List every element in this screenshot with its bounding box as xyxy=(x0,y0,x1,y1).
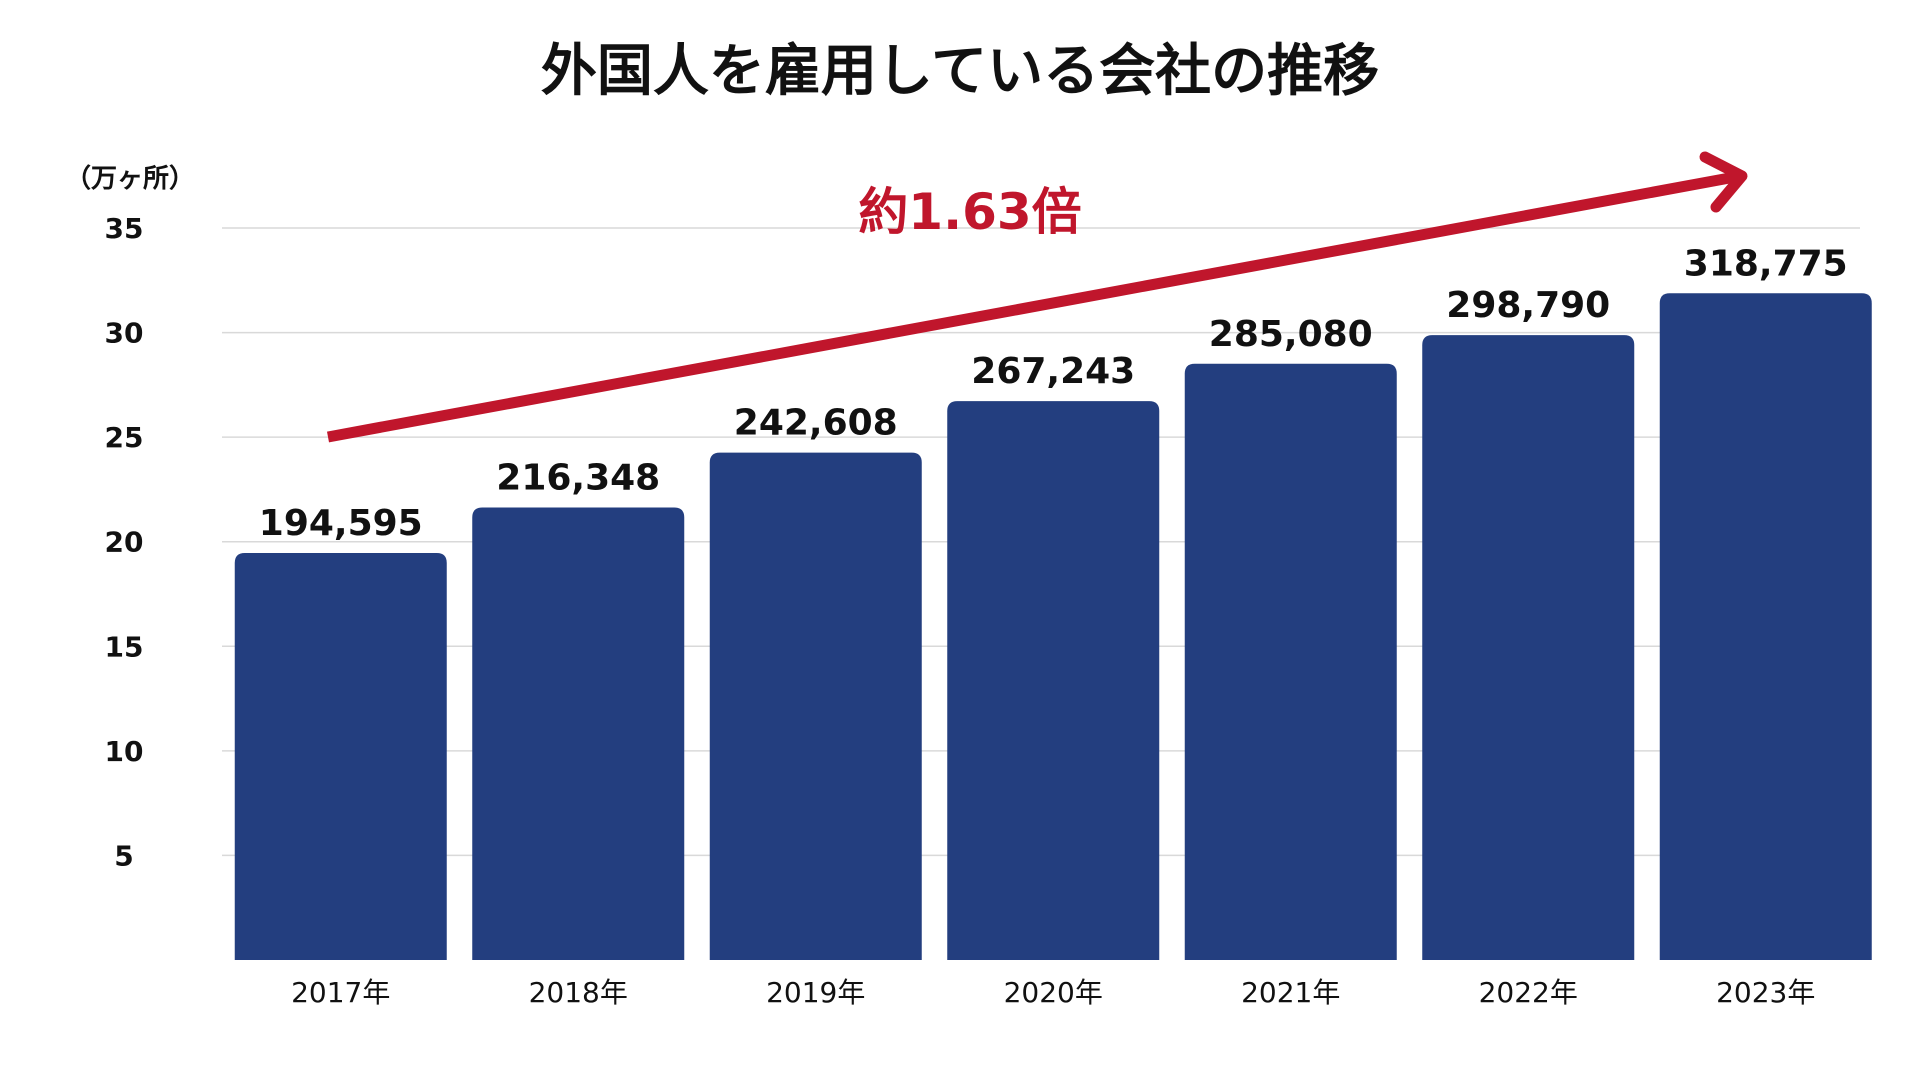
x-tick-label: 2022年 xyxy=(1479,976,1578,1009)
bar-value-label: 298,790 xyxy=(1446,285,1610,326)
y-tick-label: 35 xyxy=(105,212,144,245)
y-axis-unit: （万ヶ所） xyxy=(65,164,195,194)
bars xyxy=(234,293,1872,961)
bar-value-label: 267,243 xyxy=(971,351,1135,392)
bar-2019 xyxy=(709,452,922,960)
trend-arrow xyxy=(327,151,1748,443)
y-tick-label: 5 xyxy=(114,839,133,872)
bar-value-label: 194,595 xyxy=(259,503,423,544)
chart-title: 外国人を雇用している会社の推移 xyxy=(541,39,1379,104)
bar-value-label: 285,080 xyxy=(1209,314,1373,355)
bar-2020 xyxy=(947,401,1160,961)
trend-arrow-line xyxy=(327,171,1736,443)
y-axis-ticks: 35 30 25 20 15 10 5 xyxy=(105,212,144,872)
x-tick-label: 2021年 xyxy=(1241,976,1340,1009)
trend-arrow-head xyxy=(1699,151,1748,213)
bar-2017 xyxy=(234,553,447,960)
bar-2023 xyxy=(1659,293,1872,960)
x-tick-label: 2020年 xyxy=(1004,976,1103,1009)
x-tick-label: 2018年 xyxy=(529,976,628,1009)
bar-2022 xyxy=(1422,335,1635,960)
y-tick-label: 20 xyxy=(105,526,144,559)
bar-value-label: 318,775 xyxy=(1684,243,1848,284)
bar-value-labels: 194,595 216,348 242,608 267,243 285,080 298,7… xyxy=(259,243,1848,544)
y-tick-label: 15 xyxy=(105,630,144,663)
growth-annotation: 約1.63倍 xyxy=(858,183,1081,241)
y-tick-label: 25 xyxy=(105,421,144,454)
bar-2018 xyxy=(472,507,685,960)
x-tick-label: 2023年 xyxy=(1716,976,1815,1009)
y-tick-label: 30 xyxy=(105,317,144,350)
x-tick-label: 2019年 xyxy=(766,976,865,1009)
bar-value-label: 216,348 xyxy=(496,458,660,499)
bar-value-label: 242,608 xyxy=(734,403,898,444)
y-tick-label: 10 xyxy=(105,735,144,768)
x-axis-ticks: 2017年 2018年 2019年 2020年 2021年 2022年 2023年 xyxy=(291,976,1815,1009)
bar-2021 xyxy=(1184,363,1397,961)
x-tick-label: 2017年 xyxy=(291,976,390,1009)
